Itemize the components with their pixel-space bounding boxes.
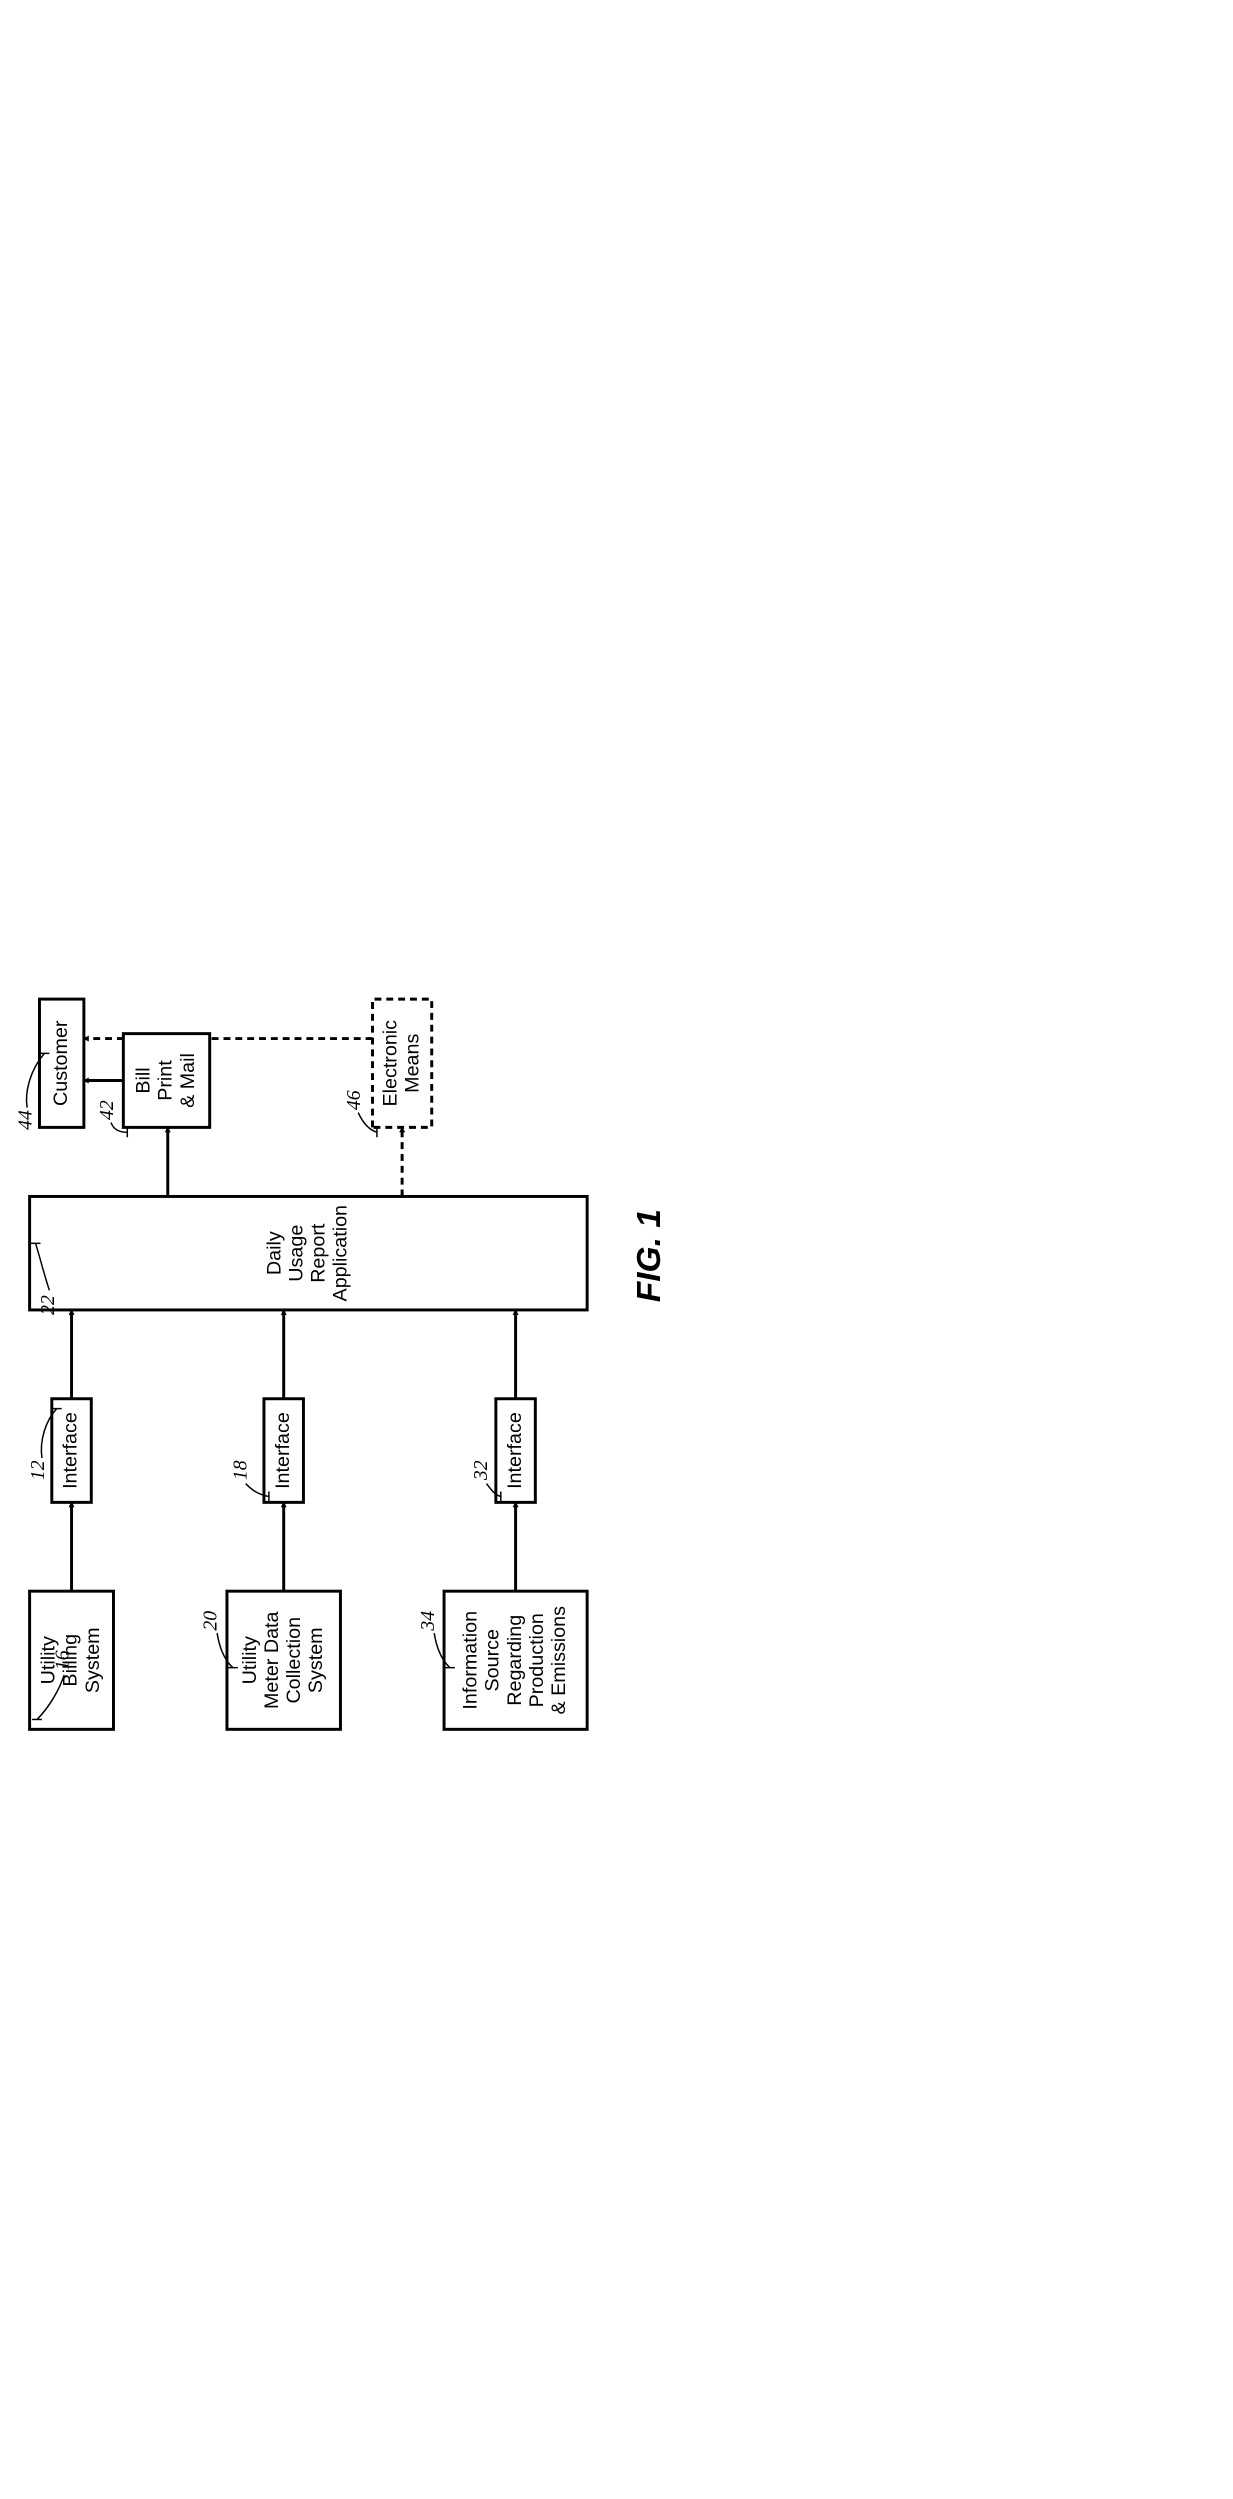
ref-number: 46: [343, 1090, 365, 1110]
node-label: Source: [482, 1629, 504, 1692]
node-label: Utility: [239, 1636, 261, 1684]
node-label: Means: [401, 1034, 423, 1093]
ref-number: 16: [52, 1650, 74, 1670]
node-label: Customer: [50, 1020, 72, 1106]
node-daily_usage: DailyUsageReportApplication 22: [30, 1196, 588, 1314]
node-label: System: [305, 1627, 327, 1693]
node-label: Production: [526, 1613, 548, 1707]
node-label: Collection: [283, 1617, 305, 1704]
node-meter_data: UtilityMeter DataCollectionSystem 20: [200, 1591, 341, 1729]
node-label: & Emissions: [548, 1606, 570, 1715]
node-utility_billing: UtilityBillingSystem16: [30, 1591, 114, 1729]
ref-number: 12: [27, 1460, 49, 1480]
node-label: Interface: [60, 1412, 82, 1489]
node-label: Usage: [286, 1225, 308, 1282]
node-label: Print: [155, 1060, 177, 1101]
node-label: Bill: [133, 1067, 155, 1093]
ref-number: 34: [417, 1611, 439, 1632]
node-label: Information: [460, 1611, 482, 1710]
node-electronic_means: ElectronicMeans 46: [343, 999, 432, 1127]
node-label: Interface: [504, 1412, 526, 1489]
node-label: Electronic: [379, 1020, 401, 1107]
node-label: Meter Data: [261, 1611, 283, 1709]
node-info_source: InformationSourceRegardingProduction& Em…: [417, 1591, 587, 1729]
node-label: Application: [330, 1205, 352, 1301]
ref-number: 32: [470, 1460, 492, 1481]
node-label: Interface: [272, 1412, 294, 1489]
node-iface1: Interface 12: [27, 1399, 91, 1503]
node-label: Report: [308, 1223, 330, 1283]
node-customer: Customer 44: [15, 999, 84, 1130]
node-label: Regarding: [504, 1615, 526, 1706]
node-iface2: Interface 18: [229, 1399, 303, 1503]
ref-number: 18: [229, 1460, 251, 1480]
ref-number: 20: [200, 1611, 222, 1631]
node-iface3: Interface 32: [470, 1399, 535, 1503]
ref-number: 22: [37, 1295, 59, 1315]
diagram-canvas: UtilityBillingSystem16UtilityMeter DataC…: [0, 0, 1233, 2499]
node-label: Daily: [263, 1231, 285, 1275]
node-label: & Mail: [177, 1053, 199, 1108]
ref-number: 44: [15, 1110, 37, 1130]
node-label: System: [82, 1627, 104, 1693]
figure-label: FIG. 1: [631, 1209, 668, 1302]
ref-number: 42: [96, 1100, 118, 1120]
